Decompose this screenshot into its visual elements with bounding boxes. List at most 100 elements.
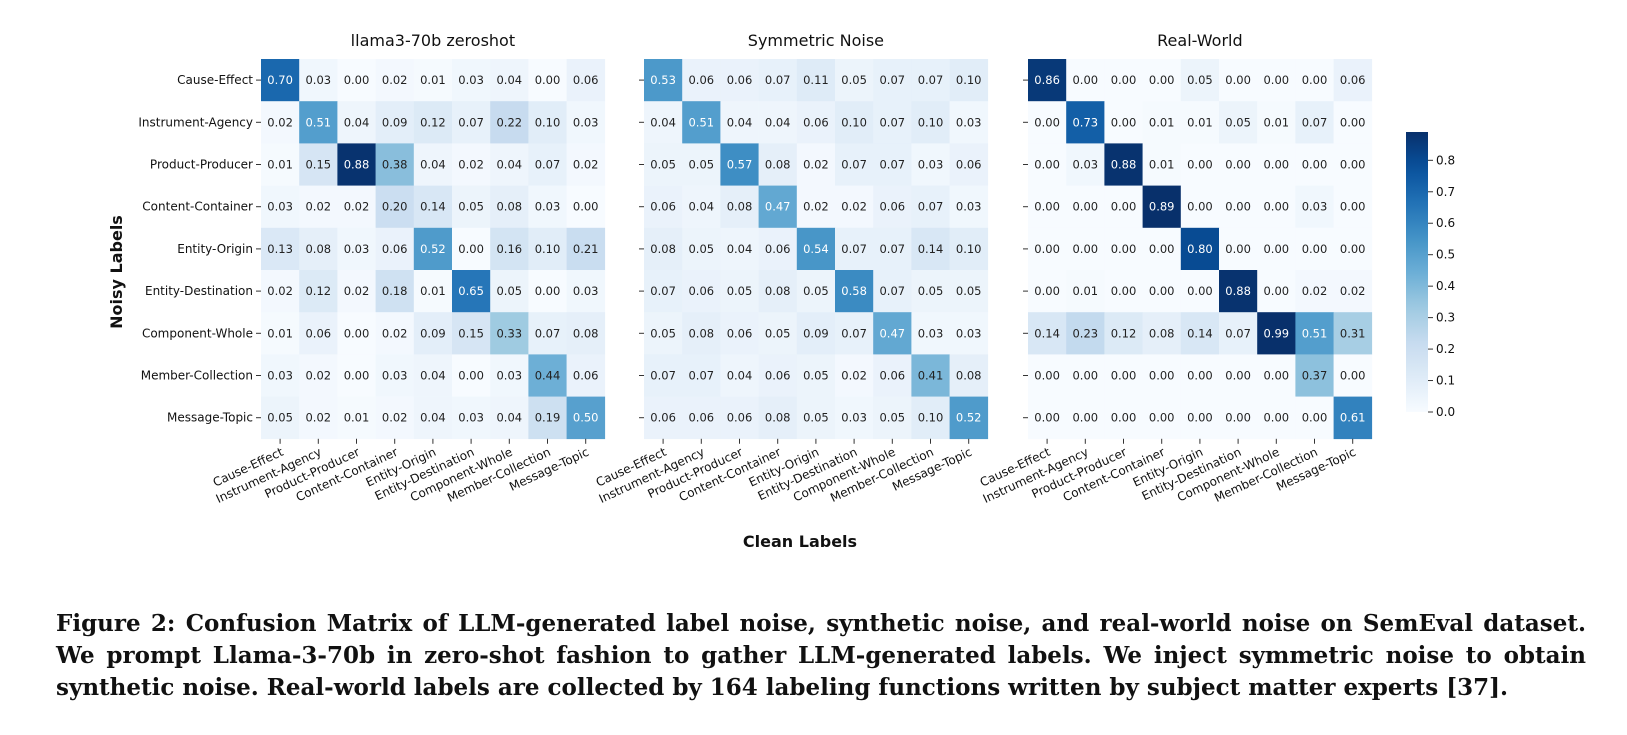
heatmap-cell	[1066, 185, 1105, 229]
heatmap-cell	[682, 227, 721, 271]
cell-value-label: 0.02	[458, 158, 484, 172]
heatmap-cell	[566, 101, 606, 144]
cell-value-label: 0.09	[803, 326, 829, 340]
heatmap-cell	[1257, 143, 1296, 186]
heatmap-cell	[1295, 227, 1334, 271]
heatmap-cell	[1295, 396, 1334, 440]
heatmap-cell	[1142, 227, 1182, 271]
cell-value-label: 0.05	[803, 369, 829, 383]
cell-value-label: 0.04	[496, 411, 522, 425]
heatmap-cell	[1142, 185, 1182, 229]
heatmap-cell	[911, 101, 950, 144]
heatmap-cell	[1028, 354, 1067, 397]
cell-value-label: 0.00	[1149, 242, 1175, 256]
cell-value-label: 0.07	[1225, 326, 1251, 340]
cell-value-label: 0.06	[727, 73, 753, 87]
heatmap-cell	[299, 227, 338, 271]
cell-value-label: 0.00	[1034, 242, 1060, 256]
y-tick-label: Component-Whole	[142, 326, 253, 340]
heatmap-cell	[528, 101, 567, 144]
heatmap-cell	[413, 227, 453, 271]
cell-value-label: 0.06	[765, 242, 791, 256]
cell-value-label: 0.00	[1111, 200, 1137, 214]
cell-value-label: 0.00	[1034, 115, 1060, 129]
cell-value-label: 0.00	[344, 369, 370, 383]
cell-value-label: 0.18	[382, 284, 408, 298]
heatmap-cell	[1257, 354, 1296, 397]
cell-value-label: 0.00	[1149, 73, 1175, 87]
cell-value-label: 0.47	[765, 200, 791, 214]
heatmap-cell	[528, 59, 567, 102]
cell-value-label: 0.14	[1034, 326, 1060, 340]
cell-value-label: 0.03	[458, 411, 484, 425]
cell-value-label: 0.12	[305, 284, 331, 298]
heatmap-cell	[566, 312, 606, 355]
heatmap-cell	[796, 312, 836, 355]
cell-value-label: 0.03	[382, 369, 408, 383]
heatmap-cell	[375, 185, 415, 229]
heatmap-cell	[835, 312, 874, 355]
cell-value-label: 0.00	[1111, 411, 1137, 425]
cell-value-label: 0.03	[956, 115, 982, 129]
cell-value-label: 0.22	[496, 115, 522, 129]
heatmap-cell	[299, 312, 338, 355]
heatmap-cell	[413, 101, 453, 144]
heatmap-cell	[758, 59, 798, 102]
cell-value-label: 0.04	[420, 411, 446, 425]
heatmap-cell	[682, 185, 721, 229]
heatmap-cell	[261, 227, 300, 271]
cell-value-label: 0.04	[344, 115, 370, 129]
cell-value-label: 0.03	[344, 242, 370, 256]
cell-value-label: 0.02	[803, 158, 829, 172]
cell-value-label: 0.05	[803, 411, 829, 425]
heatmap-cell	[1333, 354, 1373, 397]
cell-value-label: 0.00	[1263, 284, 1289, 298]
heatmap-cell	[1028, 270, 1067, 313]
heatmap-cell	[873, 185, 912, 229]
heatmap-cell	[452, 312, 491, 355]
heatmap-cell	[758, 143, 798, 186]
heatmap-cell	[644, 101, 683, 144]
cell-value-label: 0.00	[535, 284, 561, 298]
heatmap-cell	[261, 59, 300, 102]
cell-value-label: 0.05	[1225, 115, 1251, 129]
cell-value-label: 0.00	[1263, 200, 1289, 214]
cell-value-label: 0.05	[918, 284, 944, 298]
heatmap-cell	[452, 143, 491, 186]
heatmap-cell	[413, 396, 453, 440]
cell-value-label: 0.02	[841, 200, 867, 214]
cell-value-label: 0.10	[535, 115, 561, 129]
cell-value-label: 0.00	[1263, 158, 1289, 172]
cell-value-label: 0.07	[918, 73, 944, 87]
cell-value-label: 0.00	[1072, 411, 1098, 425]
cell-value-label: 0.06	[305, 326, 331, 340]
x-axis-title: Clean Labels	[743, 532, 857, 551]
heatmap-cell	[835, 270, 874, 313]
heatmap-cell	[796, 59, 836, 102]
cell-value-label: 0.04	[765, 115, 791, 129]
cell-value-label: 0.03	[458, 73, 484, 87]
cell-value-label: 0.02	[305, 200, 331, 214]
cell-value-label: 0.03	[496, 369, 522, 383]
cell-value-label: 0.03	[573, 284, 599, 298]
heatmap-cell	[1219, 396, 1258, 440]
heatmap-cell	[873, 59, 912, 102]
cell-value-label: 0.15	[305, 158, 331, 172]
cell-value-label: 0.06	[879, 369, 905, 383]
cell-value-label: 0.12	[420, 115, 446, 129]
heatmap-cell	[835, 354, 874, 397]
cell-value-label: 0.31	[1340, 326, 1366, 340]
cell-value-label: 0.01	[267, 326, 293, 340]
heatmap-cell	[1333, 185, 1373, 229]
cell-value-label: 0.00	[1187, 411, 1213, 425]
y-axis-title: Noisy Labels	[107, 215, 126, 329]
panel-title-2: Real-World	[1157, 31, 1242, 50]
heatmap-cell	[644, 59, 683, 102]
heatmap-cell	[682, 312, 721, 355]
heatmap-cell	[413, 185, 453, 229]
heatmap-cell	[566, 270, 606, 313]
heatmap-cell	[413, 312, 453, 355]
heatmap-cell	[911, 270, 950, 313]
heatmap-cell	[1104, 185, 1143, 229]
cell-value-label: 0.04	[496, 73, 522, 87]
